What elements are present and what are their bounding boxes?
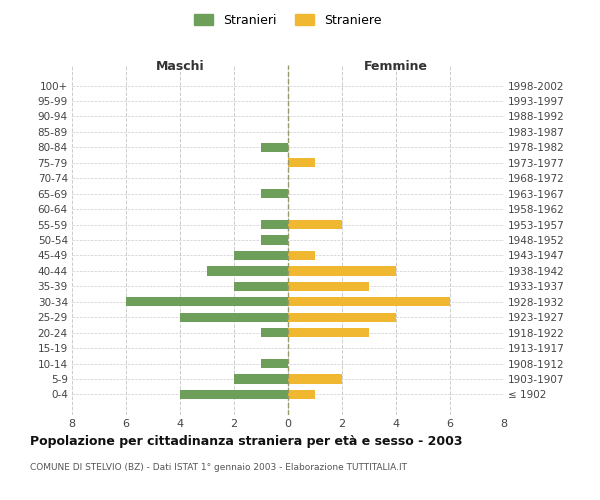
Bar [288,374,342,384]
Bar [288,282,369,291]
Bar [207,266,288,276]
Text: Popolazione per cittadinanza straniera per età e sesso - 2003: Popolazione per cittadinanza straniera p… [30,435,463,448]
Text: Femmine: Femmine [364,60,428,73]
Bar [234,251,288,260]
Bar [261,142,288,152]
Bar [288,297,450,306]
Bar [261,189,288,198]
Bar [261,236,288,244]
Legend: Stranieri, Straniere: Stranieri, Straniere [190,8,386,32]
Bar [180,312,288,322]
Y-axis label: Fasce di età: Fasce di età [0,207,1,273]
Bar [261,220,288,229]
Bar [261,359,288,368]
Bar [288,266,396,276]
Bar [180,390,288,399]
Bar [234,282,288,291]
Bar [288,328,369,338]
Bar [288,390,315,399]
Bar [288,312,396,322]
Bar [126,297,288,306]
Bar [288,158,315,168]
Bar [261,328,288,338]
Text: COMUNE DI STELVIO (BZ) - Dati ISTAT 1° gennaio 2003 - Elaborazione TUTTITALIA.IT: COMUNE DI STELVIO (BZ) - Dati ISTAT 1° g… [30,462,407,471]
Bar [288,220,342,229]
Text: Maschi: Maschi [155,60,205,73]
Bar [288,251,315,260]
Bar [234,374,288,384]
